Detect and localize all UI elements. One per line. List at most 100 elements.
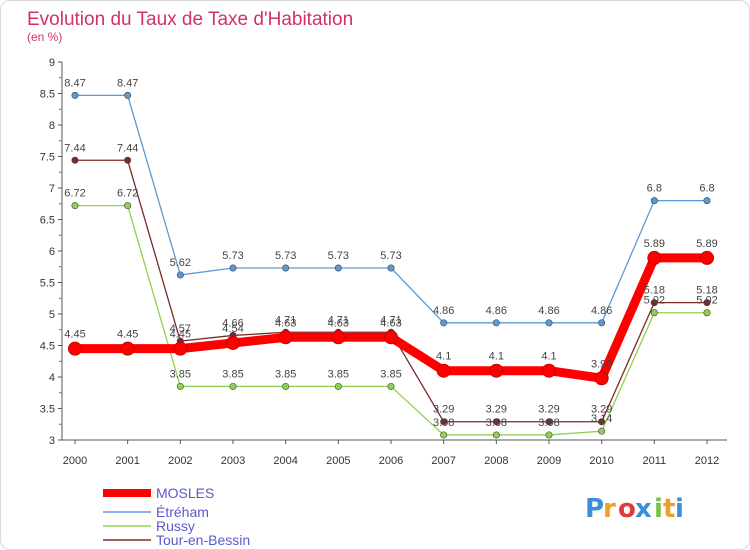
data-point [598, 427, 606, 435]
data-point [700, 250, 714, 265]
data-point [703, 299, 711, 307]
data-label: 4.71 [328, 314, 349, 326]
data-point [387, 382, 395, 390]
data-point [282, 264, 290, 272]
data-label: 3.29 [486, 404, 507, 416]
data-label: 3.85 [222, 368, 243, 380]
data-labels: 8.47 8.47 5.62 5.73 5.73 5.73 5.73 4.86 4.86 4.86… [64, 77, 717, 429]
data-label: 4.45 [64, 329, 85, 341]
series-group [68, 91, 714, 439]
data-point [542, 363, 556, 378]
chart-title: Evolution du Taux de Taxe d'Habitation [27, 9, 353, 30]
data-label: 4.63 [328, 317, 349, 329]
chart-subtitle: (en %) [27, 30, 62, 44]
data-point [489, 363, 504, 378]
data-point [387, 264, 395, 272]
logo-letter: i [654, 494, 663, 524]
x-tick-label: 2003 [221, 455, 245, 467]
logo-letter: r [603, 494, 616, 524]
data-label: 4.45 [117, 329, 138, 341]
data-label: 4.71 [380, 314, 401, 326]
y-tick-label: 4.5 [40, 341, 55, 353]
data-label: 5.02 [696, 295, 717, 307]
y-tick-label: 7 [49, 183, 55, 195]
data-label: 6.8 [647, 183, 662, 195]
data-label: 5.73 [222, 250, 243, 262]
y-tick-label: 5.5 [40, 278, 55, 290]
data-label: 3.85 [275, 368, 296, 380]
legend-label: Russy [156, 518, 195, 534]
x-tick-label: 2006 [379, 455, 403, 467]
data-point [647, 250, 662, 265]
data-point [331, 330, 346, 345]
y-tick-label: 6 [49, 246, 55, 258]
data-point [440, 319, 448, 327]
data-point [229, 264, 237, 272]
y-tick-label: 3 [49, 435, 55, 447]
data-point [598, 418, 606, 426]
series-line-tour-en-bessin [75, 159, 707, 423]
data-point [334, 382, 342, 390]
data-label: 5.18 [696, 285, 717, 297]
logo-letter: o [618, 494, 636, 524]
y-tick-label: 3.5 [40, 404, 55, 416]
data-label: 5.73 [275, 250, 296, 262]
data-point [229, 382, 237, 390]
data-label: 4.86 [538, 305, 559, 317]
data-point [650, 197, 658, 205]
data-point [492, 319, 500, 327]
data-label: 3.29 [591, 404, 612, 416]
data-point [226, 335, 240, 350]
data-label: 3.08 [433, 417, 454, 429]
x-tick-label: 2002 [168, 455, 192, 467]
data-label: 5.62 [170, 257, 191, 269]
y-tick-label: 7.5 [40, 152, 55, 164]
x-tick-label: 2008 [484, 455, 508, 467]
data-label: 4.57 [170, 323, 191, 335]
legend-label: Étréham [156, 504, 209, 520]
data-point [650, 299, 658, 307]
x-tick-label: 2010 [589, 455, 613, 467]
proxiti-logo: Pr o x i t i [585, 494, 684, 524]
data-point [278, 330, 293, 345]
data-label: 4.86 [591, 305, 612, 317]
data-point [120, 341, 135, 356]
x-tick-label: 2001 [115, 455, 139, 467]
x-tick-label: 2009 [537, 455, 561, 467]
data-label: 4.86 [486, 305, 507, 317]
data-point [71, 202, 79, 210]
data-point [124, 156, 132, 164]
legend-label: Tour-en-Bessin [156, 532, 250, 548]
data-label: 5.18 [644, 285, 665, 297]
data-point [650, 309, 658, 317]
y-tick-label: 6.5 [40, 215, 55, 227]
data-label: 4.86 [433, 305, 454, 317]
data-label: 3.85 [170, 368, 191, 380]
x-tick-label: 2004 [273, 455, 297, 467]
x-tick-label: 2011 [643, 455, 667, 467]
data-label: 4.1 [489, 351, 504, 363]
data-point [703, 309, 711, 317]
data-point [545, 431, 553, 439]
data-point [545, 418, 553, 426]
data-label: 4.1 [436, 351, 451, 363]
y-tick-label: 9 [49, 57, 55, 69]
data-point [124, 202, 132, 210]
data-label: 6.72 [117, 188, 138, 200]
logo-letter: x [635, 494, 652, 524]
data-point [176, 382, 184, 390]
data-label: 4.63 [275, 317, 296, 329]
data-label: 4.1 [541, 351, 556, 363]
data-point [71, 91, 79, 99]
x-tick-label: 2007 [431, 455, 455, 467]
data-point [598, 319, 606, 327]
data-label: 4.54 [222, 323, 243, 335]
data-point [334, 264, 342, 272]
legend-label: MOSLES [156, 485, 214, 501]
data-label: 6.8 [699, 183, 714, 195]
data-point [440, 431, 448, 439]
data-label: 4.63 [380, 317, 401, 329]
axes: 3 3.5 4 4.5 5 5.5 6 6.5 7 7.5 8 8.5 9 2000 2001 2002 200… [40, 57, 727, 467]
